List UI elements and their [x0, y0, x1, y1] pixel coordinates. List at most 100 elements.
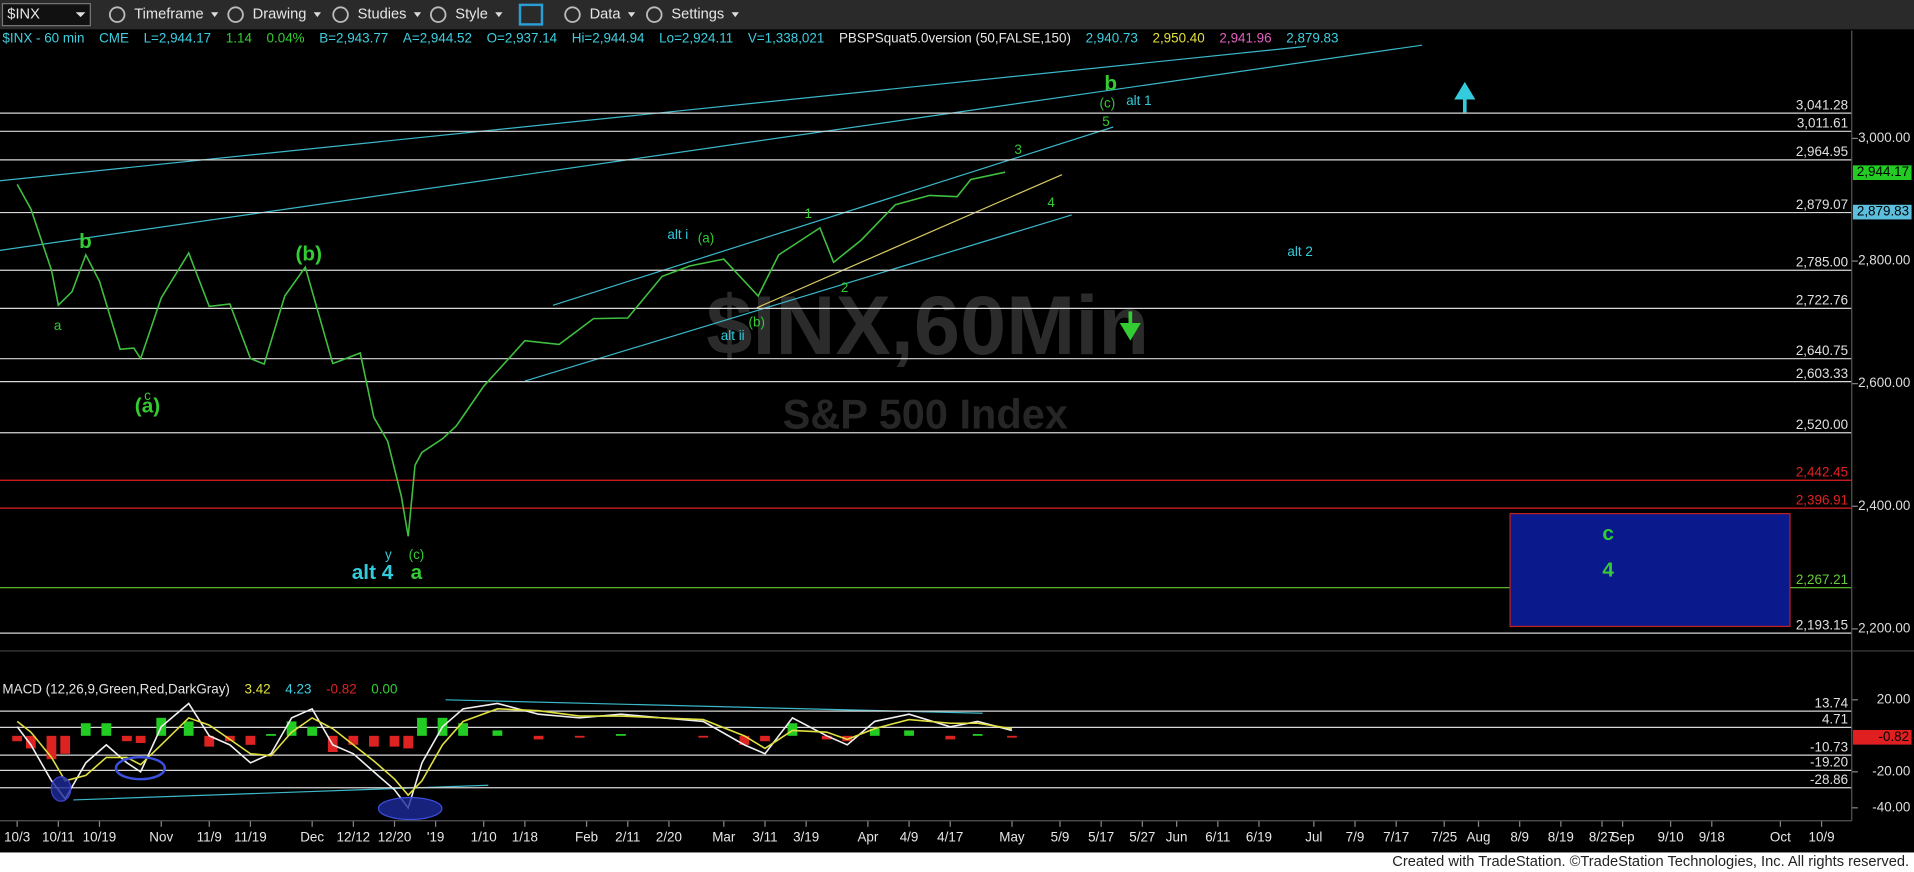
dropdown-arrow — [313, 12, 322, 18]
menu-item[interactable]: Style — [455, 7, 488, 23]
x-tick-label: Jul — [1305, 829, 1322, 844]
trendline — [524, 214, 1072, 382]
histogram-bar — [266, 734, 276, 736]
watermark-subtitle: S&P 500 Index — [783, 391, 1068, 438]
menu-icon — [108, 6, 126, 23]
histogram-bar — [492, 730, 503, 736]
x-tick-label: 8/19 — [1548, 829, 1574, 844]
watermark-group: $INX,60Min S&P 500 Index — [706, 279, 1149, 438]
wave-label: 3 — [1014, 142, 1021, 157]
header-item: L=2,944.17 — [144, 31, 212, 46]
header-item: V=1,338,021 — [748, 31, 824, 46]
x-tick-label: 9/18 — [1699, 829, 1725, 844]
layout-icon[interactable] — [518, 3, 544, 26]
histogram-bar — [616, 734, 626, 736]
x-tick-label: 3/19 — [793, 829, 819, 844]
x-tick-label: 5/27 — [1129, 829, 1155, 844]
y-tick-label: 2,400.00 — [1858, 498, 1910, 513]
menu-item[interactable]: Studies — [358, 7, 407, 23]
histogram-bar — [739, 735, 750, 745]
histogram-bar — [1007, 735, 1017, 738]
y-tick-label: 2,800.00 — [1858, 253, 1910, 268]
menu-icon — [227, 6, 244, 23]
level-label: 2,193.15 — [1796, 617, 1848, 632]
x-tick-label: 8/27 — [1589, 829, 1615, 844]
x-tick-label: '19 — [427, 829, 444, 844]
header-item: 1.14 — [226, 31, 253, 46]
x-tick-label: Sep — [1611, 829, 1635, 844]
header-item: 2,950.40 — [1152, 31, 1204, 46]
menu-icon — [429, 6, 447, 23]
level-label: -10.73 — [1810, 739, 1848, 754]
dropdown-arrow — [211, 12, 219, 18]
x-tick-label: 7/9 — [1346, 829, 1365, 844]
x-tick-label: 10/9 — [1808, 829, 1834, 844]
histogram-bar — [135, 735, 146, 744]
x-tick-label: May — [999, 829, 1025, 844]
x-tick-label: 12/20 — [378, 829, 412, 844]
dropdown-arrow — [75, 12, 86, 18]
wave-label: a — [411, 561, 423, 584]
x-tick-label: 2/11 — [615, 829, 640, 844]
price-badge — [1852, 729, 1912, 745]
wave-label: c — [1602, 522, 1614, 545]
histogram-bar — [417, 717, 427, 736]
wave-label: a — [54, 318, 62, 333]
header-item: Hi=2,944.94 — [572, 31, 645, 46]
price-badge-label: 2,944.17 — [1857, 164, 1909, 179]
price-line — [16, 171, 1006, 537]
y-tick-label: 2,200.00 — [1858, 620, 1910, 635]
x-tick-label: 1/10 — [471, 829, 497, 844]
dropdown-arrow — [731, 12, 739, 18]
plot: $INX - 60 min CME L=2,944.17 1.14 0.04% B=2,9… — [0, 31, 1912, 844]
y-tick-label: 2,600.00 — [1858, 375, 1910, 390]
header-item: $INX - 60 min — [2, 31, 84, 46]
x-tick-label: 5/17 — [1088, 829, 1114, 844]
wave-label: y — [385, 547, 392, 562]
header-item: Lo=2,924.11 — [659, 31, 733, 46]
x-tick-label: Dec — [300, 829, 324, 844]
x-tick-label: 11/19 — [234, 829, 267, 844]
menu-item[interactable]: Timeframe — [134, 7, 203, 23]
histogram-bar — [869, 728, 880, 736]
arrows — [1119, 81, 1476, 341]
trendline — [756, 174, 1063, 309]
header-item: 0.04% — [267, 31, 305, 46]
y-tick-label: 20.00 — [1877, 691, 1911, 706]
wave-label: alt ii — [721, 328, 745, 343]
menu-item[interactable]: Drawing — [253, 7, 307, 23]
symbol[interactable]: $INX — [7, 7, 40, 23]
histogram-bar — [369, 735, 379, 747]
histogram-bar — [698, 735, 709, 738]
price-badge — [1852, 165, 1912, 180]
level-label: 2,396.91 — [1796, 492, 1848, 507]
level-label: 2,964.95 — [1796, 144, 1848, 159]
dropdown-arrow — [413, 12, 422, 18]
y-tick-label: -40.00 — [1872, 799, 1910, 814]
highlight — [377, 796, 443, 821]
price-badge-label: -0.82 — [1879, 729, 1910, 744]
wave-label: alt 1 — [1126, 93, 1151, 108]
menu-item[interactable]: Settings — [671, 7, 724, 23]
level-label: 13.74 — [1814, 695, 1848, 710]
x-tick-label: Nov — [149, 829, 173, 844]
level-label: 2,442.45 — [1796, 464, 1848, 479]
menu-icon — [564, 6, 581, 23]
x-tick-label: Oct — [1770, 829, 1791, 844]
header-item: O=2,937.14 — [487, 31, 558, 46]
level-label: 2,722.76 — [1796, 293, 1848, 308]
level-label: 2,267.21 — [1796, 572, 1848, 587]
symbol-box[interactable] — [1, 3, 91, 27]
x-tick-label: Jun — [1166, 829, 1188, 844]
histogram-bar — [389, 735, 400, 747]
footer: Created with TradeStation. ©TradeStation… — [1392, 854, 1909, 870]
header-item: CME — [99, 31, 129, 46]
histogram-bar — [787, 723, 798, 736]
histogram-bar — [760, 735, 770, 742]
highlight — [114, 755, 167, 781]
histogram-bar — [245, 735, 256, 745]
menu-item[interactable]: Data — [590, 7, 622, 23]
pane-title: MACD (12,26,9,Green,Red,DarkGray) — [2, 682, 229, 697]
